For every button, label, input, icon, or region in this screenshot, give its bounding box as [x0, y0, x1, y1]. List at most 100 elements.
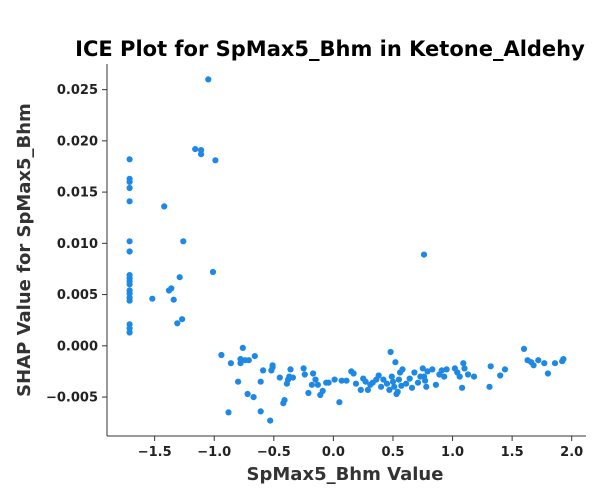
data-point-68	[319, 387, 326, 394]
data-point-135	[535, 357, 542, 364]
data-point-61	[301, 371, 308, 378]
data-point-71	[331, 376, 338, 383]
data-point-6	[126, 248, 133, 255]
data-point-125	[464, 371, 472, 378]
data-point-124	[461, 365, 468, 372]
data-point-4	[126, 198, 133, 205]
data-point-117	[441, 373, 448, 380]
data-point-128	[487, 363, 494, 370]
data-point-134	[530, 362, 537, 369]
data-point-104	[411, 369, 418, 376]
data-point-2	[126, 178, 133, 185]
y-tick-label: 0.015	[57, 186, 98, 201]
data-point-66	[314, 381, 321, 388]
y-axis-title: SHAP Value for SpMax5_Bhm	[14, 103, 35, 397]
data-point-86	[378, 383, 385, 390]
data-point-44	[251, 353, 258, 360]
y-tick-label: 0.020	[57, 134, 98, 149]
data-point-101	[403, 380, 410, 387]
data-point-93	[391, 383, 398, 390]
data-point-123	[460, 360, 467, 367]
data-point-23	[174, 320, 181, 327]
data-point-121	[456, 373, 463, 380]
chart-title: ICE Plot for SpMax5_Bhm in Ketone_Aldehy	[75, 37, 585, 61]
data-point-31	[209, 268, 217, 276]
data-point-70	[325, 379, 332, 386]
y-ticks: −0.005 0.000 0.005 0.010 0.015 0.020 0.025	[46, 83, 107, 406]
data-point-126	[470, 373, 478, 380]
data-point-17	[126, 329, 133, 336]
data-point-35	[227, 360, 234, 367]
data-point-96	[394, 388, 401, 395]
x-tick-label: 1.0	[441, 445, 464, 460]
data-point-78	[357, 386, 364, 393]
data-point-112	[420, 251, 428, 258]
x-tick-label: −1.0	[197, 445, 231, 460]
data-point-110	[423, 383, 430, 390]
y-tick-label: 0.000	[57, 339, 98, 354]
data-point-38	[237, 360, 244, 367]
data-point-41	[244, 390, 251, 398]
data-point-113	[429, 366, 436, 373]
data-point-127	[486, 383, 493, 390]
data-point-51	[269, 362, 276, 369]
data-point-87	[380, 376, 387, 383]
data-point-114	[432, 381, 439, 388]
data-point-140	[560, 356, 567, 363]
data-point-116	[438, 367, 445, 374]
data-point-91	[388, 373, 395, 380]
data-point-32	[212, 157, 219, 164]
x-axis-title: SpMax5_Bhm Value	[247, 464, 444, 485]
data-point-118	[443, 366, 450, 373]
x-tick-label: −1.5	[138, 445, 172, 460]
data-point-137	[544, 370, 552, 377]
data-point-19	[161, 203, 168, 210]
data-point-90	[387, 348, 394, 356]
data-point-29	[198, 151, 205, 158]
data-point-54	[281, 397, 288, 404]
data-point-107	[419, 365, 426, 372]
axes-layer	[106, 64, 586, 437]
data-point-58	[287, 366, 294, 373]
data-point-22	[170, 296, 177, 303]
data-point-27	[192, 146, 199, 153]
data-point-43	[250, 394, 257, 401]
data-point-30	[205, 76, 212, 83]
y-tick-label: −0.005	[46, 391, 98, 406]
data-point-105	[414, 379, 422, 386]
data-point-85	[375, 372, 382, 379]
x-ticks: −1.5 −1.0 −0.5 0.0 0.5 1.0 1.5 2.0	[138, 436, 583, 460]
data-point-52	[276, 374, 283, 381]
data-point-100	[399, 366, 406, 373]
data-point-77	[352, 380, 360, 387]
data-point-88	[383, 380, 391, 387]
data-point-109	[422, 377, 429, 384]
x-tick-label: 1.5	[501, 445, 524, 460]
data-point-130	[501, 366, 509, 373]
data-point-26	[180, 238, 187, 245]
data-point-64	[310, 370, 317, 377]
points-layer	[126, 76, 567, 424]
data-point-3	[126, 184, 133, 192]
data-point-25	[179, 316, 186, 323]
data-point-14	[126, 297, 133, 304]
data-point-99	[398, 382, 405, 389]
data-point-72	[336, 399, 343, 406]
data-point-131	[520, 345, 528, 352]
data-point-10	[126, 281, 133, 288]
data-point-76	[350, 370, 357, 377]
data-point-0	[126, 156, 133, 163]
data-point-42	[245, 357, 252, 364]
data-point-36	[235, 378, 242, 385]
data-point-136	[541, 360, 548, 367]
data-point-89	[386, 386, 393, 393]
data-point-47	[260, 367, 267, 374]
y-tick-label: 0.025	[57, 83, 98, 98]
y-tick-label: 0.005	[57, 288, 98, 303]
data-point-60	[300, 365, 307, 372]
data-point-65	[312, 376, 319, 383]
data-point-81	[364, 386, 371, 393]
data-point-97	[395, 376, 402, 383]
data-point-39	[239, 344, 246, 351]
